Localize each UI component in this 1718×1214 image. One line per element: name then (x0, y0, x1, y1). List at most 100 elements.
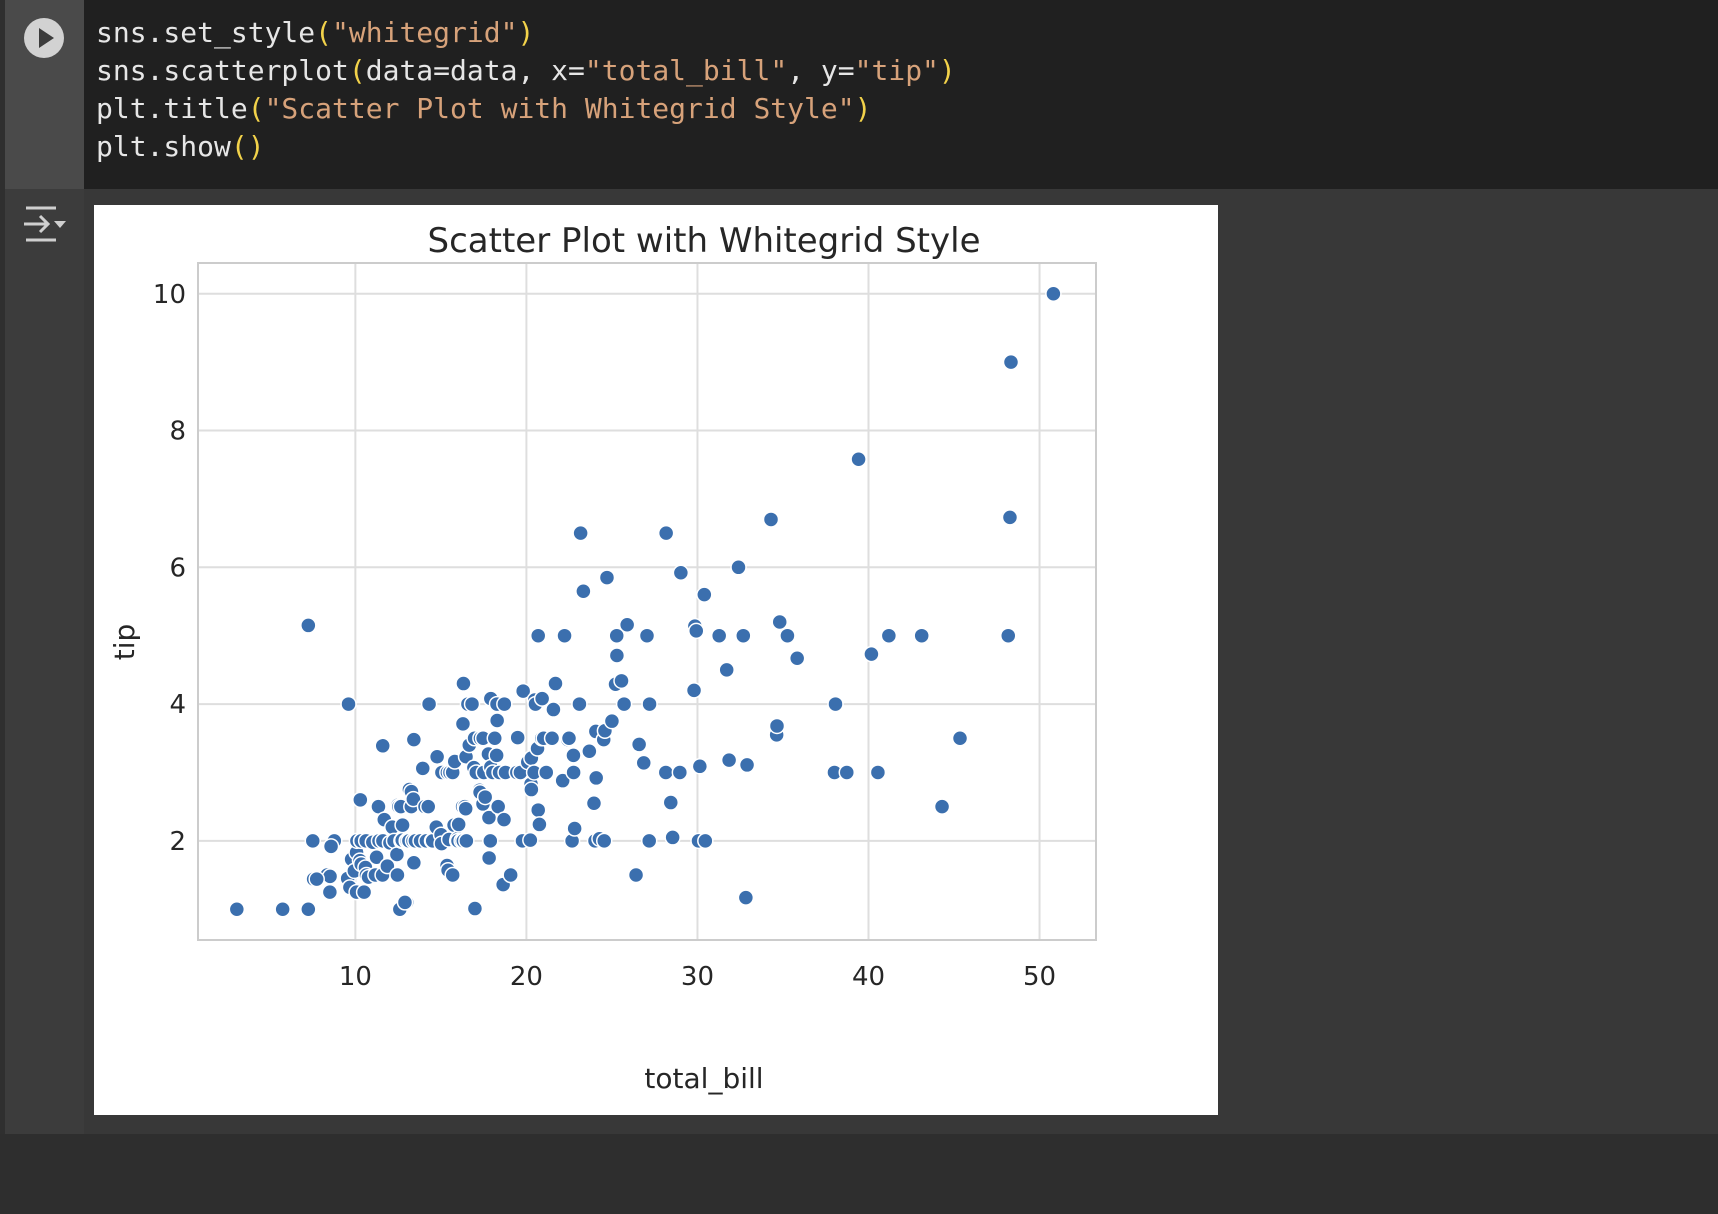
scatter-point (603, 712, 621, 730)
scatter-point (565, 747, 582, 764)
scatter-point (368, 849, 385, 866)
scatter-point (495, 811, 513, 828)
x-axis-label: total_bill (644, 1062, 763, 1095)
scatter-point (672, 564, 690, 582)
code-token: () (230, 130, 265, 163)
scatter-point (565, 764, 582, 781)
scatter-point (608, 647, 626, 664)
scatter-point (531, 816, 548, 833)
x-tick-label: 30 (681, 962, 714, 992)
scatter-point (615, 695, 633, 713)
scatter-point (913, 627, 930, 644)
scatter-point (458, 832, 475, 850)
scatter-point (581, 743, 598, 760)
scatter-point (444, 866, 461, 884)
scatter-point (463, 695, 481, 713)
scatter-point (720, 751, 738, 769)
scatter-point (1045, 285, 1062, 303)
scatter-chart: 10 20 30 40 50 2 4 6 8 10 Scatter Plot with White… (94, 205, 1218, 1115)
scatter-point (850, 451, 867, 468)
scatter-point (533, 690, 551, 707)
code-token: , y= (787, 54, 855, 87)
scatter-point (608, 627, 625, 644)
y-tick-label: 2 (169, 827, 186, 857)
code-token: ( (315, 16, 333, 49)
scatter-point (480, 849, 498, 867)
code-token: ) (854, 92, 872, 125)
scatter-point (697, 832, 714, 850)
scatter-point (496, 695, 513, 713)
chart-title: Scatter Plot with Whitegrid Style (428, 221, 981, 261)
run-cell-button[interactable] (24, 18, 64, 58)
code-token: "whitegrid" (332, 16, 518, 49)
play-icon (39, 28, 54, 48)
scatter-point (788, 650, 806, 667)
code-line: sns.scatterplot(data=data, x="total_bill… (96, 52, 956, 90)
scatter-point (671, 764, 689, 781)
code-token: ( (247, 92, 265, 125)
scatter-point (627, 866, 645, 884)
scatter-point (304, 832, 322, 850)
code-line: sns.set_style("whitegrid") (96, 14, 956, 52)
scatter-point (488, 712, 506, 729)
scatter-point (420, 695, 438, 713)
scatter-point (587, 769, 605, 787)
scatter-point (396, 894, 414, 911)
scatter-point (1001, 509, 1019, 526)
scatter-point (321, 883, 339, 901)
scatter-point (638, 627, 656, 644)
scatter-point (545, 701, 562, 718)
scatter-point (575, 582, 592, 600)
scatter-point (554, 772, 571, 789)
scatter-point (308, 870, 325, 888)
scatter-point (321, 868, 339, 885)
scatter-point (300, 900, 317, 918)
scatter-point (476, 788, 494, 806)
notebook-bottom-area (0, 1134, 1718, 1214)
scatter-point (454, 715, 472, 733)
scatter-point (374, 737, 391, 755)
scatter-point (635, 754, 653, 772)
notebook-cell: sns.set_style("whitegrid") sns.scatterplo… (0, 0, 1718, 1134)
scatter-point (738, 756, 756, 774)
scatter-point (640, 832, 658, 850)
cell-gutter (0, 0, 84, 1134)
scatter-point (529, 801, 547, 819)
scatter-point (419, 798, 437, 815)
scatter-point (482, 832, 499, 850)
scatter-point (951, 730, 969, 747)
scatter-point (405, 731, 423, 748)
scatter-point (730, 559, 747, 576)
scatter-point (522, 831, 539, 849)
x-tick-label: 40 (852, 962, 885, 992)
scatter-point (838, 764, 856, 781)
scatter-point (657, 524, 675, 542)
scatter-point (529, 627, 547, 644)
scatter-point (466, 900, 484, 917)
code-line: plt.show() (96, 128, 956, 166)
scatter-point (662, 794, 680, 811)
scatter-point (768, 717, 786, 735)
code-editor[interactable]: sns.set_style("whitegrid") sns.scatterplo… (84, 0, 1718, 189)
output-collapse-icon[interactable] (22, 204, 70, 244)
scatter-point (274, 900, 291, 918)
scatter-point (340, 695, 357, 713)
y-tick-label: 10 (153, 280, 186, 310)
scatter-point (228, 900, 246, 918)
x-tick-label: 10 (339, 962, 372, 992)
scatter-point (618, 616, 636, 634)
scatter-point (547, 675, 564, 692)
scatter-point (428, 748, 446, 765)
scatter-point (538, 764, 555, 781)
scatter-point (827, 695, 844, 713)
scatter-point (685, 682, 703, 699)
scatter-point (779, 627, 796, 644)
y-tick-label: 8 (169, 417, 186, 447)
scatter-point (488, 747, 505, 764)
code-token: plt.show (96, 130, 231, 163)
scatter-point (394, 816, 411, 834)
scatter-point (571, 695, 588, 713)
scatter-point (355, 883, 373, 901)
scatter-point (718, 661, 735, 679)
scatter-point (405, 854, 423, 871)
